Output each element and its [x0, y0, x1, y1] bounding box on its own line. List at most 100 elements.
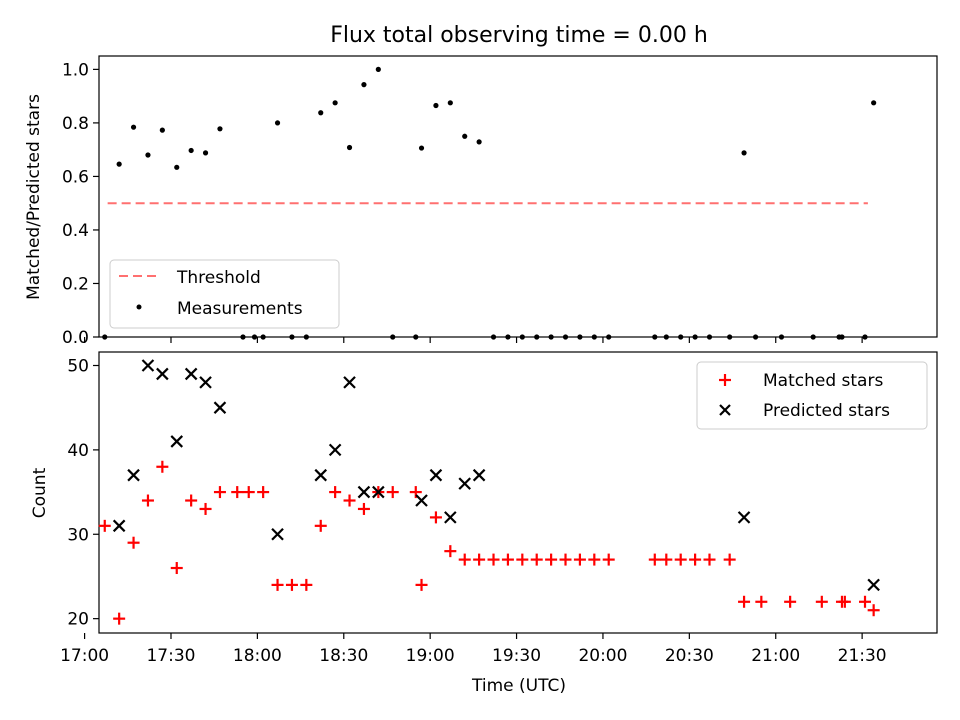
matched-star-point [660, 553, 673, 566]
measurement-point [433, 102, 439, 109]
predicted-star-point [343, 376, 356, 389]
bottom-x-ticks: 17:00 17:30 18:00 18:30 19:00 19:30 20:00 20:30… [60, 633, 887, 666]
measurement-point [145, 152, 151, 158]
x-axis-label: Time (UTC) [471, 676, 566, 696]
measurement-point [577, 334, 583, 340]
measurement-point [727, 334, 733, 340]
measurement-point [692, 334, 698, 340]
predicted-star-point [357, 485, 371, 499]
matched-star-point [559, 553, 572, 566]
top-legend-box [109, 259, 340, 329]
matched-star-point [867, 604, 880, 617]
predicted-star-point [458, 477, 472, 490]
predicted-star-point [737, 511, 751, 524]
legend-measurements-label: Measurements [177, 299, 303, 319]
measurement-point [361, 82, 367, 88]
matched-star-point [723, 553, 736, 566]
measurement-point [652, 334, 658, 340]
matched-star-point [300, 578, 313, 591]
matched-star-point [357, 502, 370, 515]
top-y-ticks: 0.0 0.2 0.4 0.6 0.8 1.0 [62, 60, 99, 348]
measurement-point [202, 150, 209, 156]
matched-star-point [199, 502, 212, 515]
measurement-point [251, 334, 258, 340]
top-x-ticks [84, 337, 863, 343]
top-legend: Threshold Measurements [109, 259, 340, 329]
predicted-star-point [127, 468, 140, 482]
measurement-point [519, 334, 525, 340]
x-tick-label: 18:30 [319, 646, 368, 666]
measurement-point [130, 124, 137, 130]
predicted-star-point [328, 443, 342, 457]
measurement-point [871, 100, 877, 106]
top-y-tick-label: 0.2 [62, 274, 89, 294]
predicted-star-point [156, 367, 169, 381]
top-y-tick-label: 0.0 [62, 328, 89, 348]
measurement-point [752, 334, 759, 340]
measurement-point [490, 334, 497, 340]
predicted-star-point [271, 527, 284, 541]
predicted-stars-points [112, 359, 880, 592]
measurement-point [447, 100, 453, 106]
matched-star-point [738, 595, 751, 608]
x-tick-label: 17:00 [60, 646, 109, 666]
legend-predicted-label: Predicted stars [763, 401, 890, 421]
matched-star-point [242, 486, 255, 499]
predicted-star-point [170, 435, 184, 448]
predicted-star-point [415, 494, 428, 507]
measurement-point [217, 126, 223, 132]
measurement-point [188, 147, 194, 154]
matched-star-point [285, 578, 298, 591]
matched-star-point [429, 511, 442, 524]
predicted-star-point [112, 519, 126, 533]
matched-star-point [784, 595, 797, 608]
measurement-point [839, 334, 845, 340]
matched-star-point [271, 578, 284, 591]
measurement-point [606, 334, 612, 340]
measurement-point [562, 334, 569, 340]
matched-star-point [257, 486, 270, 499]
measurement-point [159, 127, 165, 133]
measurement-point [289, 334, 295, 340]
matched-star-point [545, 553, 558, 566]
measurement-point [418, 145, 425, 151]
bottom-y-tick-label: 20 [67, 610, 89, 630]
legend-threshold-label: Threshold [176, 268, 261, 288]
measurement-point [303, 334, 309, 340]
measurement-point [174, 164, 180, 170]
measurement-point [318, 110, 324, 116]
matched-star-point [755, 595, 768, 608]
matched-star-point [602, 553, 615, 566]
matched-star-point [113, 612, 126, 625]
matched-star-point [231, 486, 244, 499]
top-y-tick-label: 0.4 [62, 221, 89, 241]
x-tick-label: 18:00 [233, 646, 282, 666]
predicted-star-point [184, 367, 198, 381]
x-tick-label: 19:00 [406, 646, 455, 666]
matched-star-point [838, 595, 851, 608]
legend-predicted-swatch [719, 404, 731, 416]
legend-matched-swatch [719, 374, 731, 386]
top-panel: 0.0 0.2 0.4 0.6 0.8 1.0 Matched/Predicted sta… [24, 55, 938, 348]
matched-star-point [458, 553, 471, 566]
predicted-star-point [472, 468, 486, 482]
bottom-legend: Matched stars Predicted stars [696, 361, 928, 430]
bottom-panel: 20 30 40 50 17:00 17:30 18:00 18:30 19:00 19:30 2… [30, 351, 938, 696]
bottom-y-tick-label: 30 [67, 525, 89, 545]
measurement-point [375, 66, 381, 72]
measurement-point [274, 120, 281, 126]
matched-star-point [501, 553, 514, 566]
measurement-point [505, 334, 511, 340]
x-tick-label: 17:30 [146, 646, 195, 666]
bottom-y-tick-label: 40 [67, 441, 89, 461]
bottom-y-ticks: 20 30 40 50 [67, 357, 99, 630]
legend-measurements-swatch [136, 304, 142, 310]
matched-star-point [170, 562, 183, 575]
matched-star-point [444, 545, 457, 558]
matched-star-point [386, 486, 399, 499]
matched-star-point [415, 578, 428, 591]
matched-star-point [573, 553, 586, 566]
predicted-star-point [141, 359, 155, 372]
bottom-y-axis-label: Count [30, 467, 50, 518]
